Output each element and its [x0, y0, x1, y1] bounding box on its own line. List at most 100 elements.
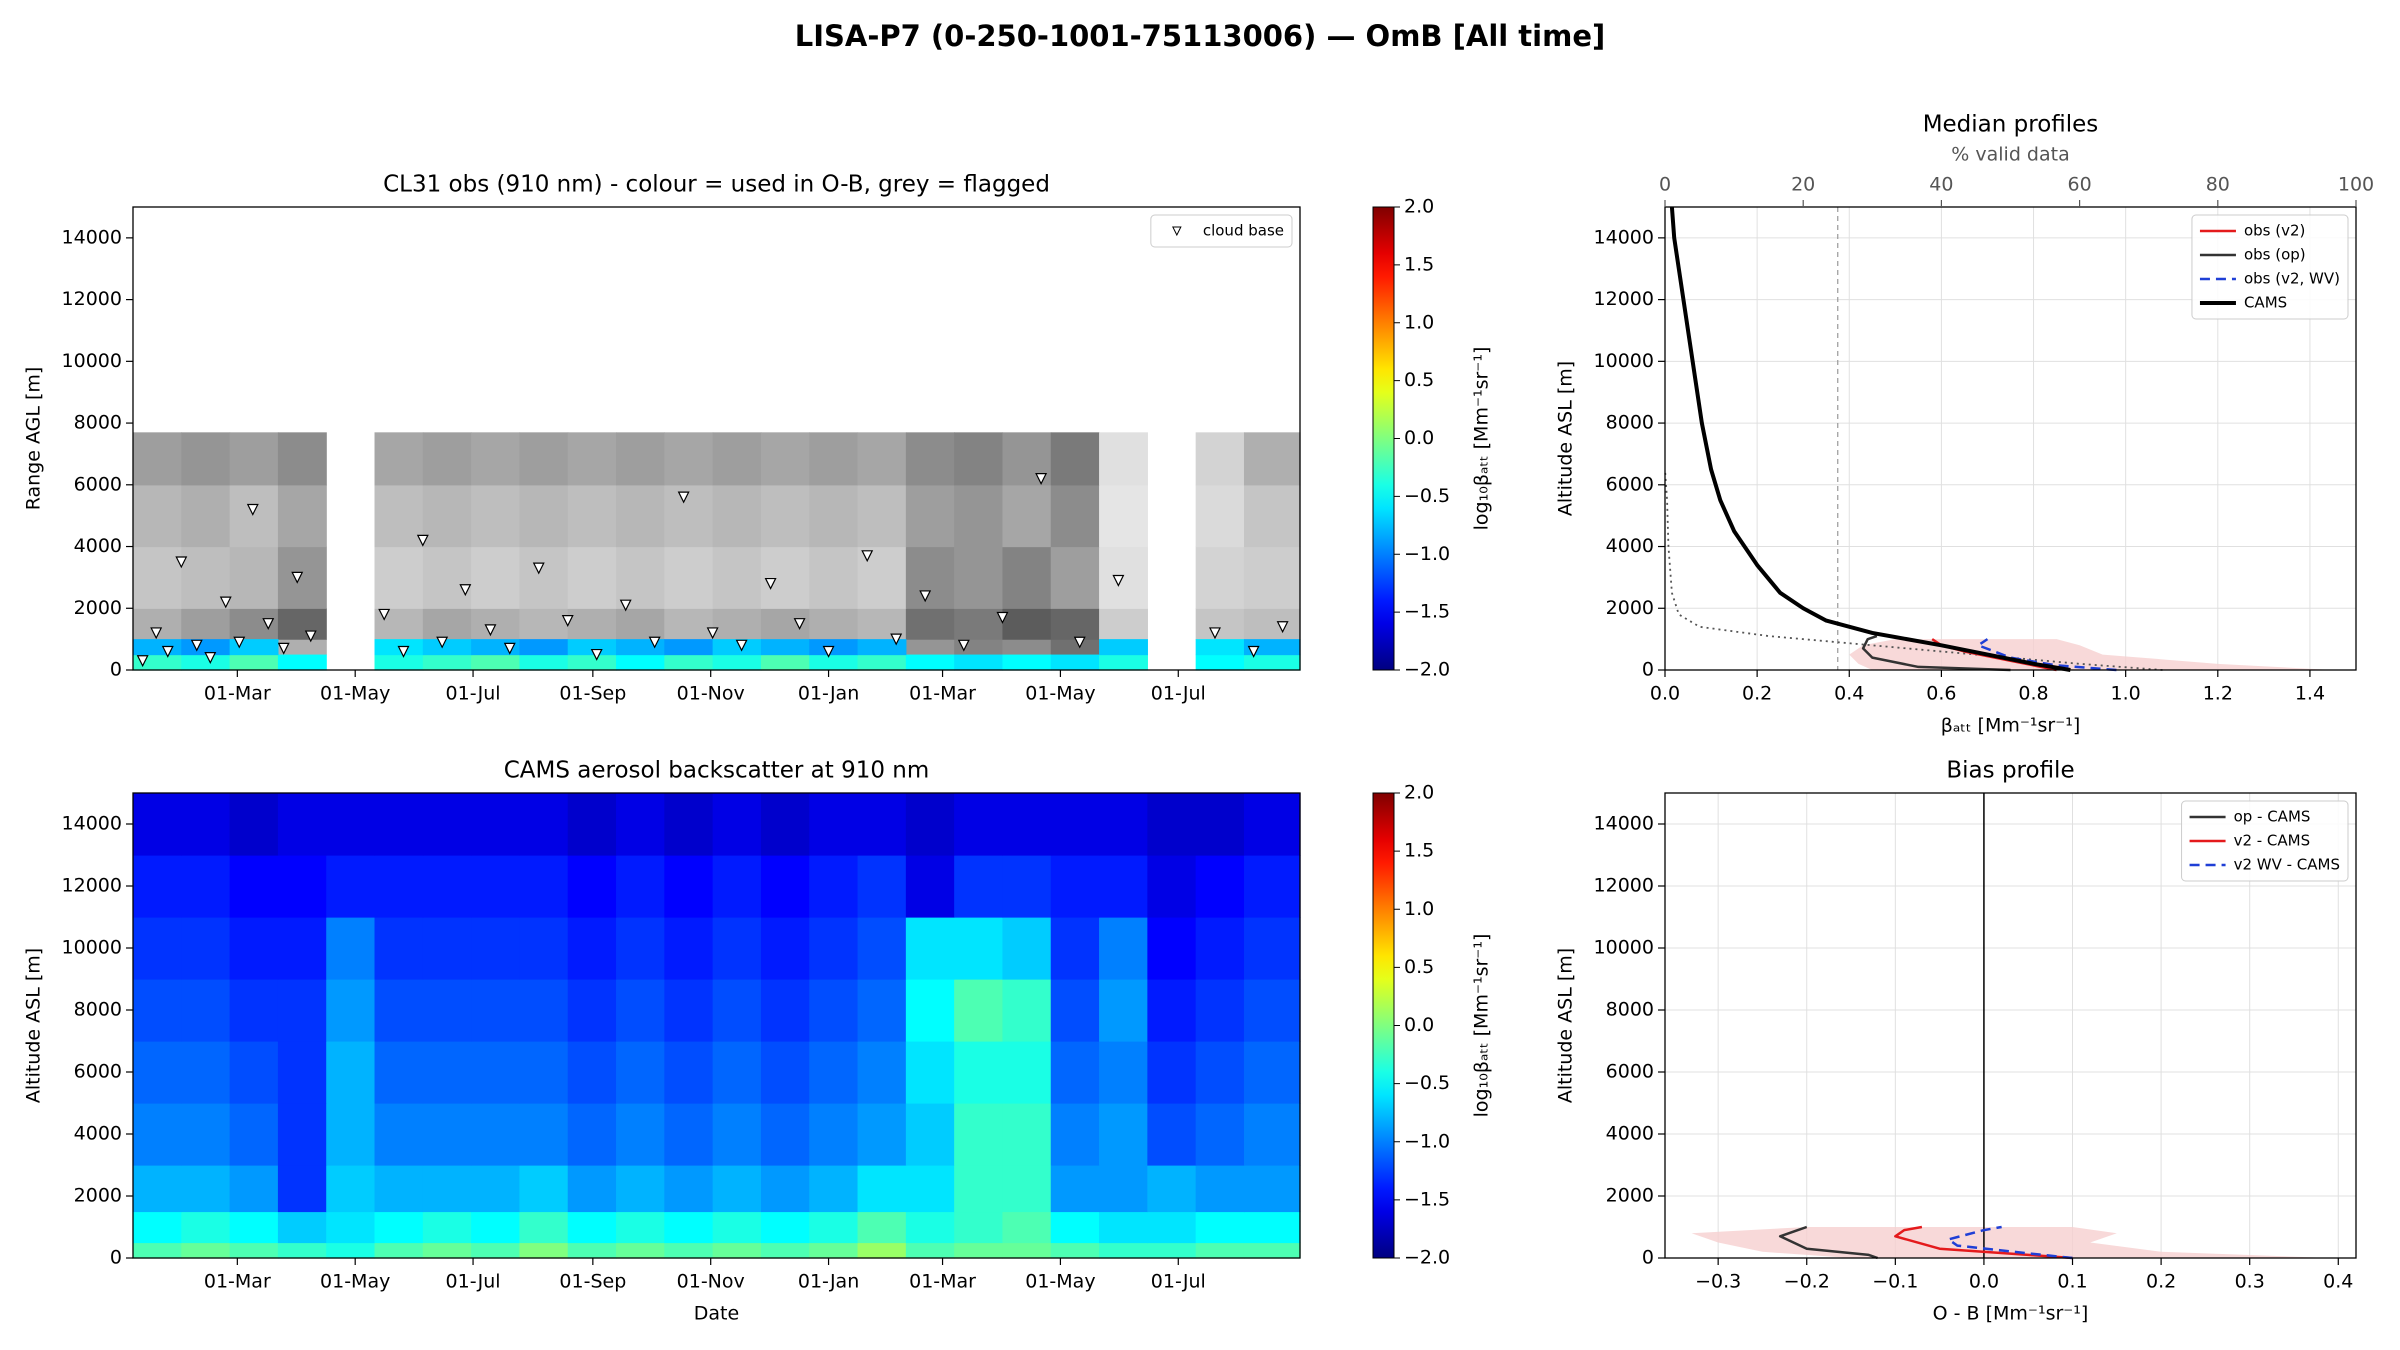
flagged-cell: [857, 484, 907, 548]
flagged-cell: [519, 484, 569, 548]
heatmap-cell: [422, 654, 472, 671]
flagged-cell: [857, 432, 907, 486]
flagged-cell: [1243, 608, 1301, 640]
axes-frame: [1664, 792, 2357, 1259]
colorbar-tick-label: −0.5: [1404, 485, 1450, 507]
flagged-cell: [277, 432, 327, 486]
y-tick-label: 2000: [1606, 597, 1654, 619]
heatmap-cell: [954, 917, 1004, 980]
x-tick-label: 01-Jul: [446, 1271, 501, 1293]
heatmap-cell: [422, 793, 472, 856]
y-tick-label: 8000: [1606, 412, 1654, 434]
cloud-base-marker: [233, 636, 246, 649]
heatmap-cell: [277, 1165, 327, 1213]
flagged-cell: [1099, 432, 1148, 486]
cloud-base-marker: [204, 652, 217, 664]
flagged-cell: [616, 484, 665, 548]
y-tick-label: 2000: [74, 597, 122, 619]
heatmap-cell: [1195, 1211, 1245, 1244]
heatmap-cell: [809, 1165, 859, 1213]
y-tick-label: 4000: [1606, 1123, 1654, 1145]
cloud-base-marker: [677, 491, 690, 504]
heatmap-cell: [326, 855, 376, 918]
y-axis-label: Range AGL [m]: [23, 367, 45, 511]
flagged-cell: [1050, 639, 1100, 656]
flagged-cell: [809, 546, 859, 609]
heatmap-cell: [857, 1211, 907, 1244]
heatmap-cell: [712, 1242, 762, 1259]
x-tick-label: −0.1: [1872, 1271, 1918, 1293]
y-tick-label: 10000: [62, 350, 122, 372]
heatmap-cell: [1050, 1211, 1100, 1244]
panel-title: Median profiles: [1923, 112, 2099, 138]
cloud-base-marker: [484, 624, 497, 637]
heatmap-cell: [664, 1165, 714, 1213]
heatmap-cell: [1002, 855, 1052, 918]
heatmap-cell: [857, 1041, 907, 1104]
flagged-cell: [712, 432, 762, 486]
heatmap-cell: [905, 1041, 955, 1104]
flagged-cell: [181, 432, 231, 486]
flagged-cell: [277, 484, 327, 548]
heatmap-cell: [809, 1041, 859, 1104]
flagged-cell: [664, 432, 714, 486]
heatmap-cell: [229, 793, 279, 856]
y-tick-label: 12000: [1594, 875, 1654, 897]
heatmap-cell: [616, 979, 665, 1042]
heatmap-cell: [1147, 1041, 1197, 1104]
heatmap-cell: [1147, 1242, 1197, 1259]
colorbar-tick-label: −1.5: [1404, 601, 1450, 623]
legend-box: [2181, 800, 2349, 882]
y-tick-label: 4000: [74, 1123, 122, 1145]
heatmap-cell: [567, 1165, 617, 1213]
flagged-cell: [809, 432, 859, 486]
heatmap-cell: [905, 793, 955, 856]
colorbar-tick-label: 1.5: [1404, 253, 1434, 275]
legend-box: [1150, 214, 1293, 248]
flagged-cell: [712, 484, 762, 548]
y-tick-label: 6000: [74, 473, 122, 495]
heatmap-cell: [1243, 1103, 1301, 1166]
x-tick-label: 01-Sep: [559, 683, 626, 705]
heatmap-cell: [374, 1041, 424, 1104]
heatmap-cell: [133, 1103, 182, 1166]
y-tick-label: 0: [110, 659, 122, 681]
flagged-cell: [1002, 608, 1052, 640]
y-tick-label: 4000: [1606, 535, 1654, 557]
heatmap-cell: [905, 654, 955, 671]
cloud-base-marker: [1112, 574, 1125, 587]
x2-tick-label: 100: [2338, 174, 2374, 196]
flagged-cell: [1050, 546, 1100, 609]
heatmap-cell: [616, 654, 665, 671]
heatmap-cell: [229, 1242, 279, 1259]
y-tick-label: 14000: [62, 226, 122, 248]
heatmap-cell: [181, 1165, 231, 1213]
heatmap-cell: [809, 855, 859, 918]
heatmap-cell: [374, 979, 424, 1042]
axes-frame: [1664, 206, 2357, 671]
heatmap-cell: [229, 855, 279, 918]
heatmap-cell: [1195, 654, 1245, 671]
flagged-cell: [809, 608, 859, 640]
colorbar-tick-label: −1.0: [1404, 1130, 1450, 1152]
heatmap-cell: [422, 1242, 472, 1259]
heatmap-cell: [326, 979, 376, 1042]
heatmap-cell: [1195, 1165, 1245, 1213]
flagged-cell: [133, 546, 182, 609]
heatmap-cell: [567, 1211, 617, 1244]
colorbar-tick-label: −2.0: [1404, 1247, 1450, 1269]
heatmap-cell: [277, 1041, 327, 1104]
flagged-cell: [1099, 484, 1148, 548]
flagged-cell: [1243, 484, 1301, 548]
colorbar-tick-label: −2.0: [1404, 659, 1450, 681]
heatmap-cell: [1147, 979, 1197, 1042]
flagged-cell: [1243, 432, 1301, 486]
heatmap-cell: [181, 855, 231, 918]
heatmap-cell: [809, 1103, 859, 1166]
cloud-base-marker: [561, 615, 574, 627]
cloud-base-marker: [890, 633, 903, 646]
flagged-cell: [519, 546, 569, 609]
flagged-cell: [1050, 432, 1100, 486]
heatmap-cell: [760, 793, 810, 856]
